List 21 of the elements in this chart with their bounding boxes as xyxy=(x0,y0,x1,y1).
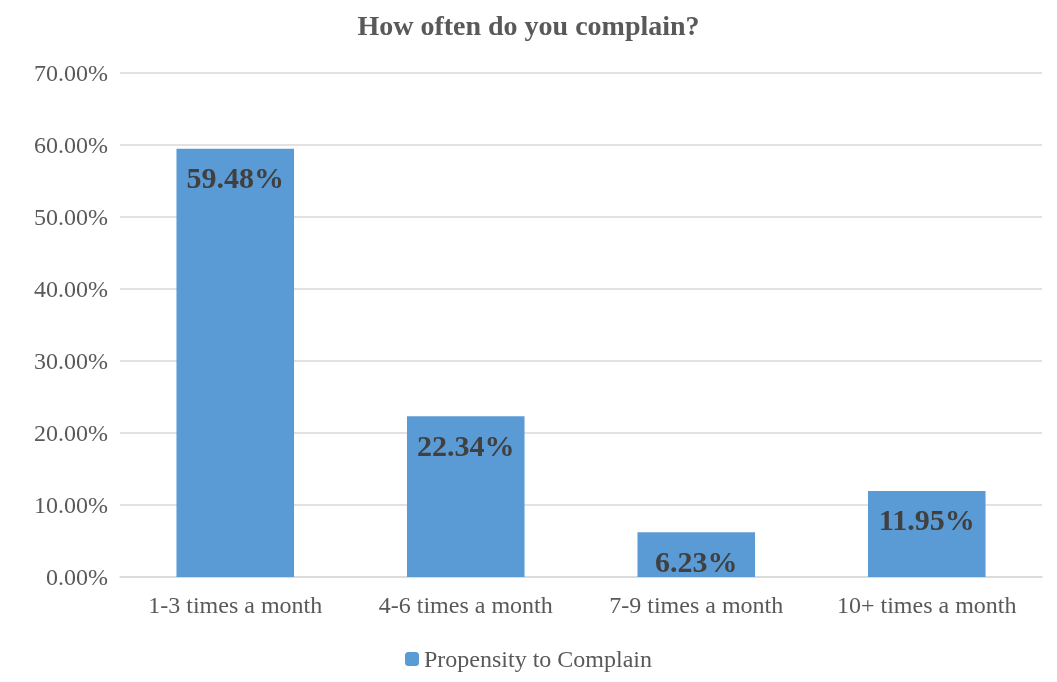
bar xyxy=(176,148,295,577)
y-tick-label: 50.00% xyxy=(34,204,108,230)
y-tick-label: 20.00% xyxy=(34,420,108,446)
bar xyxy=(867,490,986,577)
chart-title: How often do you complain? xyxy=(357,9,700,41)
y-tick-label: 40.00% xyxy=(34,276,108,302)
y-tick-label: 0.00% xyxy=(46,564,108,590)
data-label: 6.23% xyxy=(655,544,738,578)
y-tick-label: 70.00% xyxy=(34,60,108,86)
x-tick-label: 4-6 times a month xyxy=(378,592,553,618)
x-tick-label: 7-9 times a month xyxy=(609,592,784,618)
data-label: 22.34% xyxy=(417,428,515,462)
data-label: 11.95% xyxy=(878,503,975,537)
x-tick-label: 10+ times a month xyxy=(836,592,1017,618)
bar xyxy=(406,416,525,577)
data-label: 59.48% xyxy=(186,161,284,195)
y-tick-label: 30.00% xyxy=(34,348,108,374)
y-tick-label: 10.00% xyxy=(34,492,108,518)
legend-label: Propensity to Complain xyxy=(424,646,652,672)
y-tick-label: 60.00% xyxy=(34,132,108,158)
x-tick-label: 1-3 times a month xyxy=(148,592,323,618)
